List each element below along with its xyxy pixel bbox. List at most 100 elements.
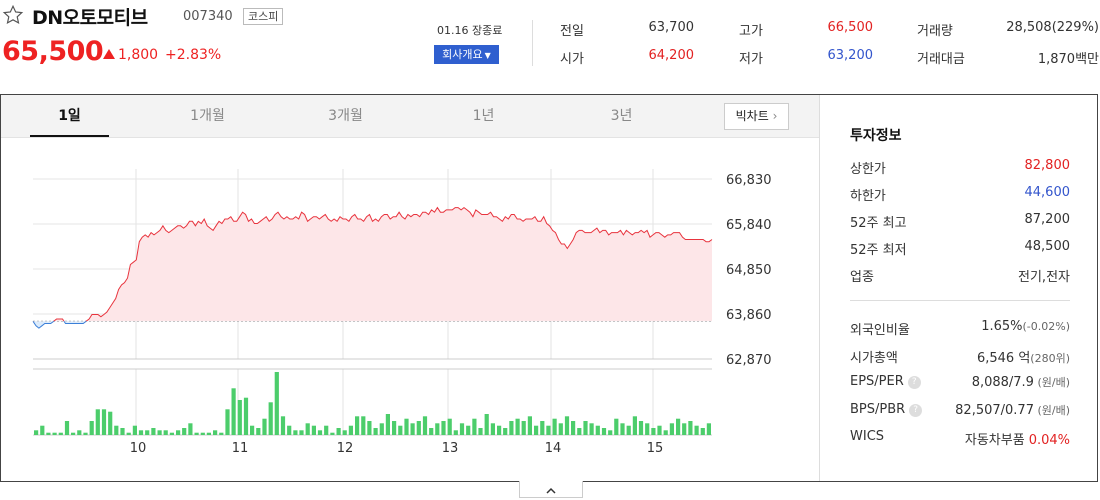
invest-info-row: WICS 자동차부품 0.04%	[850, 429, 1070, 448]
stat-label: 거래량	[917, 24, 953, 39]
day-tick-label: 14	[545, 441, 562, 456]
collapse-button[interactable]	[519, 481, 583, 498]
invest-info-main: 자동차부품	[964, 433, 1025, 448]
volume-bar	[262, 418, 267, 435]
volume-bar	[243, 397, 249, 435]
invest-info-row: 52주 최고 87,200	[850, 212, 1071, 231]
period-tab-bar	[1, 95, 819, 138]
tab-1year[interactable]: 1년	[472, 108, 495, 124]
volume-bar	[527, 416, 532, 435]
favorite-star-icon[interactable]	[2, 4, 24, 26]
invest-info-sub: (280위)	[1030, 351, 1070, 365]
help-icon[interactable]: ?	[909, 403, 923, 417]
stat-label: 거래대금	[917, 52, 965, 67]
volume-bar	[676, 418, 681, 435]
stat-value: 66,500	[827, 20, 874, 35]
volume-bar	[497, 425, 502, 435]
current-price: 65,500	[2, 36, 104, 67]
market-badge: 코스피	[243, 8, 284, 25]
volume-bar	[441, 421, 446, 435]
stat-value: 28,508(229%)	[1006, 20, 1099, 35]
volume-bar	[638, 421, 644, 435]
volume-bar	[410, 423, 415, 435]
stat-label: 고가	[739, 24, 763, 39]
invest-info-row: 외국인비율 1.65%(-0.02%)	[850, 319, 1071, 338]
volume-bar	[392, 421, 397, 435]
volume-bar	[287, 425, 292, 435]
volume-bar	[583, 421, 588, 435]
volume-bar	[46, 432, 51, 435]
volume-bar	[472, 418, 477, 435]
volume-bar	[490, 423, 495, 435]
invest-info-key: 업종	[850, 270, 874, 285]
volume-bar	[688, 421, 693, 435]
bigchart-button[interactable]: 빅차트 ›	[724, 103, 789, 130]
volume-bar	[577, 428, 582, 435]
tab-3month[interactable]: 3개월	[328, 108, 363, 124]
invest-info-title: 투자정보	[850, 128, 902, 144]
volume-bar	[552, 418, 557, 435]
volume-bar	[176, 430, 181, 435]
volume-bar	[194, 432, 199, 435]
stat-value: 64,200	[648, 48, 695, 63]
volume-bar	[632, 416, 637, 435]
invest-info-key: 시가총액	[850, 350, 898, 366]
stat-label: 전일	[560, 24, 584, 39]
volume-bar	[694, 425, 699, 435]
invest-info-key: BPS/PBR?	[850, 402, 923, 417]
volume-bar	[206, 432, 211, 435]
volume-bar	[317, 430, 323, 435]
price-change: 1,800	[103, 47, 158, 63]
volume-bar	[459, 423, 465, 435]
volume-bar	[95, 409, 100, 435]
volume-bar	[169, 432, 174, 435]
invest-info-main: 8,088/7.9	[971, 375, 1034, 390]
invest-info-value: 87,200	[1024, 212, 1071, 227]
volume-bar	[367, 421, 372, 435]
tab-3year[interactable]: 3년	[610, 108, 633, 124]
stat-label: 저가	[739, 52, 763, 67]
volume-bar	[435, 423, 440, 435]
company-overview-button[interactable]: 회사개요 ▼	[434, 45, 499, 64]
invest-info-value: 82,507/0.77 (원/배)	[955, 402, 1070, 418]
volume-bar	[700, 428, 705, 435]
price-tick-label: 66,830	[726, 173, 772, 188]
volume-bar	[120, 428, 125, 435]
volume-bar	[355, 416, 360, 435]
volume-bar	[651, 428, 656, 435]
tab-1month[interactable]: 1개월	[190, 108, 225, 124]
volume-bar	[348, 425, 353, 435]
volume-bar	[447, 418, 452, 435]
invest-info-value: 자동차부품 0.04%	[965, 429, 1070, 448]
volume-bar	[138, 430, 144, 435]
volume-bar	[595, 425, 600, 435]
active-tab-indicator	[30, 135, 109, 137]
tab-1day[interactable]: 1일	[58, 108, 81, 124]
invest-info-row: 시가총액 6,546 억(280위)	[850, 347, 1070, 366]
volume-bar	[466, 425, 471, 435]
volume-bar	[626, 425, 631, 435]
volume-bar	[64, 421, 70, 435]
invest-info-sub: (-0.02%)	[1022, 320, 1071, 333]
volume-bar	[280, 416, 286, 435]
volume-bar	[453, 430, 458, 435]
volume-bar	[330, 432, 335, 435]
volume-bar	[200, 432, 205, 435]
volume-bar	[546, 425, 551, 435]
invest-info-value: 6,546 억(280위)	[977, 347, 1070, 366]
intraday-price-chart: 66,830 65,840 64,850 63,860 62,870 10 11 12 13 14…	[32, 169, 772, 456]
volume-bar	[342, 430, 347, 435]
stat-value: 63,700	[648, 20, 695, 35]
chevron-up-icon	[546, 487, 556, 494]
volume-bar	[534, 425, 539, 435]
volume-bar	[114, 425, 119, 435]
volume-bar	[379, 423, 384, 435]
volume-bar	[422, 416, 428, 435]
volume-bar	[163, 430, 168, 435]
help-icon[interactable]: ?	[907, 376, 921, 389]
volume-bar	[274, 372, 279, 435]
invest-info-key: 52주 최저	[850, 243, 907, 258]
volume-bar	[404, 418, 409, 435]
day-tick-label: 13	[442, 441, 459, 456]
volume-bar	[503, 428, 508, 435]
